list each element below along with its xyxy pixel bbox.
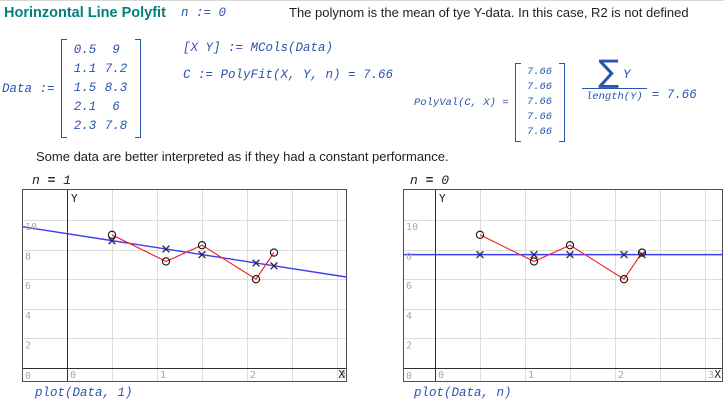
variant-rhs: 0 — [433, 173, 450, 188]
svg-text:8: 8 — [406, 252, 412, 263]
plot-caption[interactable]: plot(Data, n) — [414, 386, 512, 400]
svg-text:3: 3 — [708, 370, 714, 381]
svg-text:0: 0 — [406, 371, 412, 382]
right-bracket — [558, 63, 565, 142]
svg-text:2: 2 — [25, 340, 31, 351]
svg-text:1: 1 — [528, 370, 534, 381]
plot-variant-label: n = 1 — [32, 173, 352, 188]
n-definition-region[interactable]: n := 0 — [181, 6, 227, 20]
left-bracket — [60, 39, 67, 138]
data-matrix: 0.5 9 1.1 7.2 1.5 8.3 2.1 6 2.3 7.8 — [60, 39, 141, 138]
polyval-matrix: 7.66 7.66 7.66 7.66 7.66 — [514, 63, 565, 142]
sum-icon: ∑ — [598, 54, 620, 90]
data-matrix-values: 0.5 9 1.1 7.2 1.5 8.3 2.1 6 2.3 7.8 — [73, 43, 128, 133]
plot-caption[interactable]: plot(Data, 1) — [35, 386, 133, 400]
polyval-region[interactable]: PolyVal(C, X) = 7.66 7.66 7.66 7.66 7.66 — [414, 63, 565, 142]
fraction: ∑ Y length(Y) — [582, 57, 647, 103]
mean-expression-region[interactable]: ∑ Y length(Y) = 7.66 — [582, 57, 697, 103]
svg-text:Y: Y — [439, 192, 446, 205]
svg-text:X: X — [338, 368, 345, 381]
data-label: Data := — [2, 81, 55, 96]
fraction-numerator: ∑ Y — [590, 57, 638, 88]
mcols-expression-region[interactable]: [X Y] := MCols(Data) — [183, 41, 334, 55]
svg-text:0: 0 — [438, 370, 444, 381]
plot-variant-label: n = 0 — [410, 173, 724, 188]
variant-lhs: n — [32, 173, 48, 188]
right-bracket — [134, 39, 141, 138]
svg-text:0: 0 — [70, 370, 76, 381]
plot-canvas-linear-fit[interactable]: 0 2 4 6 8 10 0 1 2 3X Y — [22, 189, 347, 382]
svg-text:Y: Y — [71, 192, 78, 205]
plot-canvas-constant-fit[interactable]: 0 2 4 6 8 10 0 1 2 3 X Y — [403, 189, 723, 382]
left-bracket — [514, 63, 521, 142]
svg-text:1: 1 — [160, 370, 166, 381]
variant-rhs: 1 — [55, 173, 72, 188]
svg-text:6: 6 — [406, 281, 412, 292]
page-title[interactable]: Horinzontal Line Polyfit — [4, 5, 166, 21]
svg-text:0: 0 — [25, 371, 31, 382]
fraction-denominator: length(Y) — [582, 88, 647, 103]
svg-text:2: 2 — [406, 340, 412, 351]
sum-argument: Y — [623, 68, 631, 82]
polyval-label: PolyVal(C, X) = — [414, 96, 509, 109]
plot-group-n1: n = 1 0 2 4 6 8 10 0 1 2 3 X Y plot(Data, 1) — [22, 173, 352, 400]
svg-text:10: 10 — [25, 222, 37, 233]
variant-eq: = — [47, 173, 56, 188]
polyval-matrix-values: 7.66 7.66 7.66 7.66 7.66 — [526, 66, 553, 138]
svg-text:X: X — [714, 368, 721, 381]
svg-text:3: 3 — [340, 370, 346, 381]
mean-result: = 7.66 — [651, 88, 697, 102]
svg-text:10: 10 — [406, 222, 418, 233]
svg-text:6: 6 — [25, 281, 31, 292]
svg-text:4: 4 — [406, 311, 412, 322]
svg-text:2: 2 — [618, 370, 624, 381]
comment-text[interactable]: The polynom is the mean of tye Y-data. I… — [289, 5, 689, 20]
plot-group-n0: n = 0 0 2 4 6 8 10 0 1 2 3 X Y plot(Data, n) — [403, 173, 724, 400]
svg-text:4: 4 — [25, 311, 31, 322]
data-matrix-region[interactable]: Data := 0.5 9 1.1 7.2 1.5 8.3 2.1 6 2.3 7.8 — [2, 39, 141, 138]
variant-eq: = — [425, 173, 434, 188]
svg-text:8: 8 — [25, 252, 31, 263]
note-text[interactable]: Some data are better interpreted as if t… — [36, 149, 449, 164]
svg-text:2: 2 — [250, 370, 256, 381]
variant-lhs: n — [410, 173, 426, 188]
polyfit-expression-region[interactable]: C := PolyFit(X, Y, n) = 7.66 — [183, 68, 394, 82]
